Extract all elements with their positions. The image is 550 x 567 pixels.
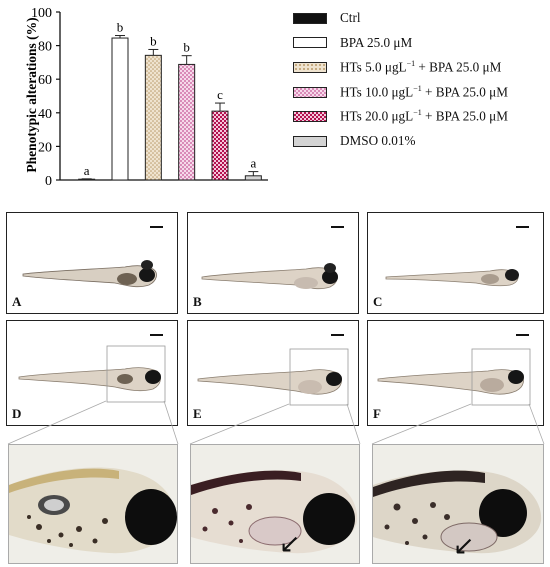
arrow-indicator: ↙ [279,529,301,559]
panel-e: E [187,320,359,426]
legend-label-text: DMSO 0.01% [340,133,416,149]
panel-f: F [367,320,544,426]
larva-head-closeup [373,445,543,563]
legend-label-text: HTs 20.0 μgL [340,108,414,124]
legend-label: HTs 10.0 μgL−1 + BPA 25.0 μM [340,84,508,100]
legend-label-text: Ctrl [340,10,361,26]
y-tick-label: 80 [38,40,52,55]
legend-label: HTs 5.0 μgL−1 + BPA 25.0 μM [340,59,501,75]
legend-item: HTs 5.0 μgL−1 + BPA 25.0 μM [293,55,548,80]
legend-item: Ctrl [293,6,548,31]
y-tick-label: 0 [45,174,52,189]
bars: a b b b c a [78,20,262,181]
legend-label-superscript: −1 [413,83,422,93]
legend-label: BPA 25.0 μM [340,35,412,51]
y-tick-label: 40 [38,107,52,122]
legend-label: DMSO 0.01% [340,133,415,149]
panel-d: D [6,320,178,426]
significance-letter: b [183,40,190,55]
legend-swatch [293,37,327,49]
legend-label-text: + BPA 25.0 μM [415,59,502,75]
legend-item: BPA 25.0 μM [293,31,548,56]
larva-image [18,345,166,403]
scale-bar [331,226,344,228]
scale-bar [150,334,163,336]
panel-c: C [367,212,544,314]
zoom-panel-d [8,444,178,564]
panel-letter: F [373,406,381,421]
significance-letter: a [250,156,256,171]
legend-label-text: + BPA 25.0 μM [421,108,508,124]
y-tick-label: 100 [31,6,52,21]
zoom-panel-e: ↙ [190,444,360,564]
significance-letter: a [84,163,90,178]
panel-a: A [6,212,178,314]
y-tick-label: 60 [38,73,52,88]
legend-label: Ctrl [340,10,361,26]
legend-label-superscript: −1 [406,59,416,69]
scale-bar [331,334,344,336]
legend-swatch [293,135,327,147]
larva-image [197,348,349,406]
scale-bar [150,226,163,228]
arrow-indicator: ↙ [453,531,475,561]
larva-image [22,260,157,288]
y-axis-label: Phenotypic alterations (%) [24,17,39,172]
legend-swatch [293,86,327,98]
panel-letter: E [193,406,202,421]
legend-label-text: HTs 5.0 μgL [340,59,407,75]
panel-b: B [187,212,359,314]
legend-label-text: HTs 10.0 μgL [340,84,414,100]
panel-letter: D [12,406,22,421]
legend: Ctrl BPA 25.0 μM HTs 5.0 μgL−1 + BPA 25.0 … [293,6,548,154]
larva-image [377,348,531,406]
scale-bar [516,226,529,228]
legend-label-text: + BPA 25.0 μM [421,84,508,100]
panel-letter: C [373,294,383,309]
significance-letter: b [117,20,124,35]
axes: 0 20 40 60 80 100 [31,6,268,189]
legend-item: HTs 10.0 μgL−1 + BPA 25.0 μM [293,80,548,105]
legend-swatch [293,12,327,24]
scale-bar [516,334,529,336]
legend-swatch [293,111,327,123]
larva-head-closeup [191,445,359,563]
legend-label-superscript: −1 [413,108,422,118]
significance-letter: c [217,87,223,102]
significance-letter: b [150,33,157,48]
bar-chart: Phenotypic alterations (%) 020406080100 … [24,6,268,189]
legend-swatch [293,61,327,73]
legend-item: DMSO 0.01% [293,129,548,154]
larva-image [201,263,338,290]
panel-letter: A [12,294,22,309]
legend-label: HTs 20.0 μgL−1 + BPA 25.0 μM [340,108,508,124]
legend-item: HTs 20.0 μgL−1 + BPA 25.0 μM [293,104,548,129]
larva-head-closeup [9,445,177,563]
larva-image [385,269,519,287]
zoom-panel-f: ↙ [372,444,544,564]
legend-label-text: BPA 25.0 μM [340,34,413,50]
panel-letter: B [193,294,202,309]
y-tick-label: 20 [38,140,52,155]
